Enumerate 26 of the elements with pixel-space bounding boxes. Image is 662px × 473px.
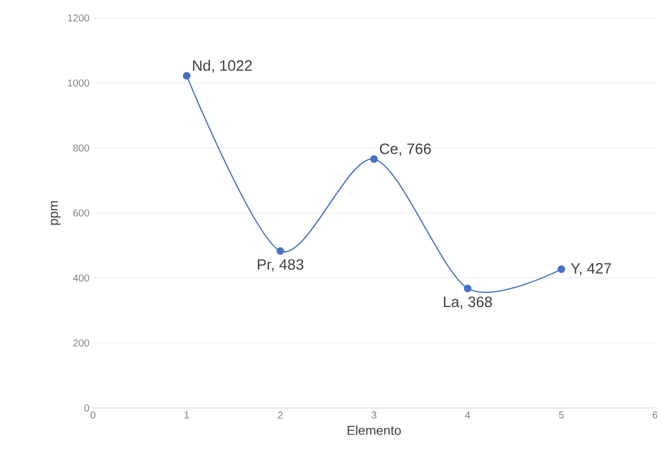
y-tick-label: 0: [84, 404, 90, 412]
data-label: Nd, 1022: [193, 60, 252, 73]
y-tick-label: 600: [73, 209, 90, 217]
y-tick-label: 1200: [68, 14, 90, 22]
x-tick-label: 0: [90, 412, 96, 419]
x-tick-label: 2: [278, 412, 283, 418]
point: [370, 155, 378, 163]
x-axis-title: Elemento: [348, 425, 401, 435]
point: [464, 284, 472, 292]
data-label: Ce, 766: [380, 144, 431, 156]
y-tick-label: 1000: [68, 79, 90, 87]
y-axis-title: ppm: [50, 201, 60, 225]
x-tick-label: 5: [558, 412, 564, 418]
point: [558, 265, 566, 274]
x-tick-label: 6: [652, 412, 658, 419]
y-tick-label: 800: [73, 144, 90, 152]
x-tick-label: 4: [465, 412, 470, 418]
y-tick-label: 400: [73, 274, 90, 282]
data-label: Y, 427: [570, 263, 612, 276]
point: [182, 72, 190, 80]
data-label: La, 368: [444, 296, 492, 309]
x-tick-label: 1: [184, 412, 189, 418]
point: [276, 247, 284, 255]
data-label: Pr, 483: [258, 259, 304, 272]
y-tick-label: 200: [73, 339, 90, 347]
x-tick-label: 3: [372, 412, 376, 419]
